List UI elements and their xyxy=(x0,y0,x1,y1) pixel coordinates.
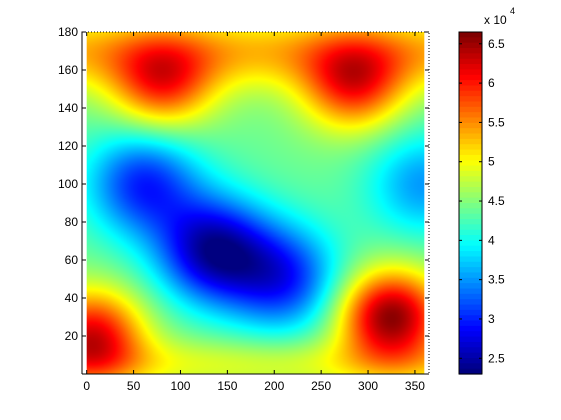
colorbar-swatch xyxy=(459,299,482,306)
colorbar-swatch xyxy=(459,53,482,60)
colorbar-swatch xyxy=(459,208,482,215)
colorbar-swatch xyxy=(459,240,482,247)
colorbar-swatch xyxy=(459,304,482,311)
colorbar-swatch xyxy=(459,106,482,113)
x-tick-label: 200 xyxy=(264,379,284,393)
colorbar-swatch xyxy=(459,197,482,204)
axes: 0 50 100 150 200 250 300 350 20 40 60 80 100 120 140 16… xyxy=(58,25,430,393)
y-tick-label: 40 xyxy=(65,291,79,305)
y-tick-label: 160 xyxy=(58,63,78,77)
colorbar-swatch xyxy=(459,256,482,263)
colorbar-swatch xyxy=(459,144,482,151)
colorbar-swatch xyxy=(459,149,482,156)
x-tick-label: 350 xyxy=(405,379,425,393)
heatmap-plot xyxy=(86,32,425,374)
y-tick-label: 180 xyxy=(58,25,78,39)
colorbar-swatch xyxy=(459,85,482,92)
y-tick-label: 100 xyxy=(58,177,78,191)
colorbar-swatch xyxy=(459,165,482,172)
colorbar-swatch xyxy=(459,128,482,135)
colorbar-swatch xyxy=(459,186,482,193)
colorbar-swatch xyxy=(459,80,482,87)
y-tick-label: 20 xyxy=(65,329,79,343)
x-tick-label: 50 xyxy=(127,379,141,393)
colorbar-swatch xyxy=(459,37,482,44)
colorbar-swatch xyxy=(459,325,482,332)
colorbar-swatch xyxy=(459,341,482,348)
colorbar-exponent-label: 4 xyxy=(510,6,515,16)
heatmap-image xyxy=(86,32,425,374)
y-tick-label: 120 xyxy=(58,139,78,153)
x-tick-label: 0 xyxy=(83,379,90,393)
colorbar-swatch xyxy=(459,293,482,300)
colorbar-tick-label: 5 xyxy=(488,155,495,169)
colorbar-tick-label: 3 xyxy=(488,312,495,326)
colorbar-swatch xyxy=(459,170,482,177)
colorbar-swatch xyxy=(459,42,482,49)
colorbar-swatch xyxy=(459,251,482,258)
colorbar-swatch xyxy=(459,48,482,54)
colorbar-swatch xyxy=(459,64,482,71)
colorbar-frame xyxy=(458,31,483,375)
colorbar-swatch xyxy=(459,213,482,220)
y-tick-label: 80 xyxy=(65,215,79,229)
x-tick-label: 300 xyxy=(358,379,378,393)
colorbar-tick-label: 4.5 xyxy=(488,194,505,208)
colorbar-swatch xyxy=(459,267,482,274)
colorbar-swatch xyxy=(459,309,482,316)
colorbar-swatch xyxy=(459,96,482,103)
colorbar-swatch xyxy=(459,192,482,199)
colorbar-swatch xyxy=(459,272,482,279)
y-tick-label: 140 xyxy=(58,101,78,115)
colorbar-swatch xyxy=(459,288,482,295)
colorbar-swatch xyxy=(459,219,482,225)
colorbar-swatch xyxy=(459,90,482,97)
colorbar-swatch xyxy=(459,122,482,129)
colorbar-tick-label: 2.5 xyxy=(488,351,505,365)
colorbar-swatch xyxy=(459,160,482,167)
colorbar-swatch xyxy=(459,261,482,268)
colorbar-tick-label: 6.5 xyxy=(488,37,505,51)
colorbar-tick-label: 4 xyxy=(488,233,495,247)
colorbar-swatch xyxy=(459,32,482,38)
colorbar-swatch xyxy=(459,117,482,124)
colorbar-swatch xyxy=(459,58,482,65)
colorbar-swatch xyxy=(459,181,482,188)
colorbar-multiplier-label: x 10 xyxy=(484,13,507,27)
colorbar-swatch xyxy=(459,74,482,81)
colorbar-swatch xyxy=(459,176,482,183)
colorbar-swatch xyxy=(459,357,482,364)
colorbar-swatch xyxy=(459,133,482,140)
colorbar-swatch xyxy=(459,315,482,322)
colorbar-swatch xyxy=(459,235,482,242)
colorbar-swatch xyxy=(459,245,482,252)
colorbar-swatch xyxy=(459,347,482,354)
colorbar-swatch xyxy=(459,336,482,343)
colorbar-swatch xyxy=(459,69,482,76)
colorbar-swatch xyxy=(459,368,482,375)
colorbar-tick-label: 5.5 xyxy=(488,115,505,129)
x-tick-label: 100 xyxy=(170,379,190,393)
colorbar-tick-label: 6 xyxy=(488,76,495,90)
colorbar-swatch xyxy=(459,352,482,359)
colorbar-swatch xyxy=(459,320,482,327)
colorbar-swatch xyxy=(459,154,482,161)
colorbar-swatch xyxy=(459,112,482,119)
colorbar-tick-label: 3.5 xyxy=(488,273,505,287)
colorbar-swatch xyxy=(459,101,482,108)
x-tick-label: 150 xyxy=(217,379,237,393)
colorbar-swatch xyxy=(459,363,482,370)
x-tick-label: 250 xyxy=(311,379,331,393)
y-tick-label: 60 xyxy=(65,253,79,267)
colorbar: 2.533.544.555.566.5x 104 xyxy=(458,6,515,375)
colorbar-swatch xyxy=(459,229,482,236)
colorbar-swatch xyxy=(459,331,482,338)
colorbar-swatch xyxy=(459,277,482,284)
colorbar-swatch xyxy=(459,283,482,290)
colorbar-swatch xyxy=(459,203,482,209)
colorbar-swatch xyxy=(459,138,482,145)
colorbar-swatch xyxy=(459,224,482,231)
